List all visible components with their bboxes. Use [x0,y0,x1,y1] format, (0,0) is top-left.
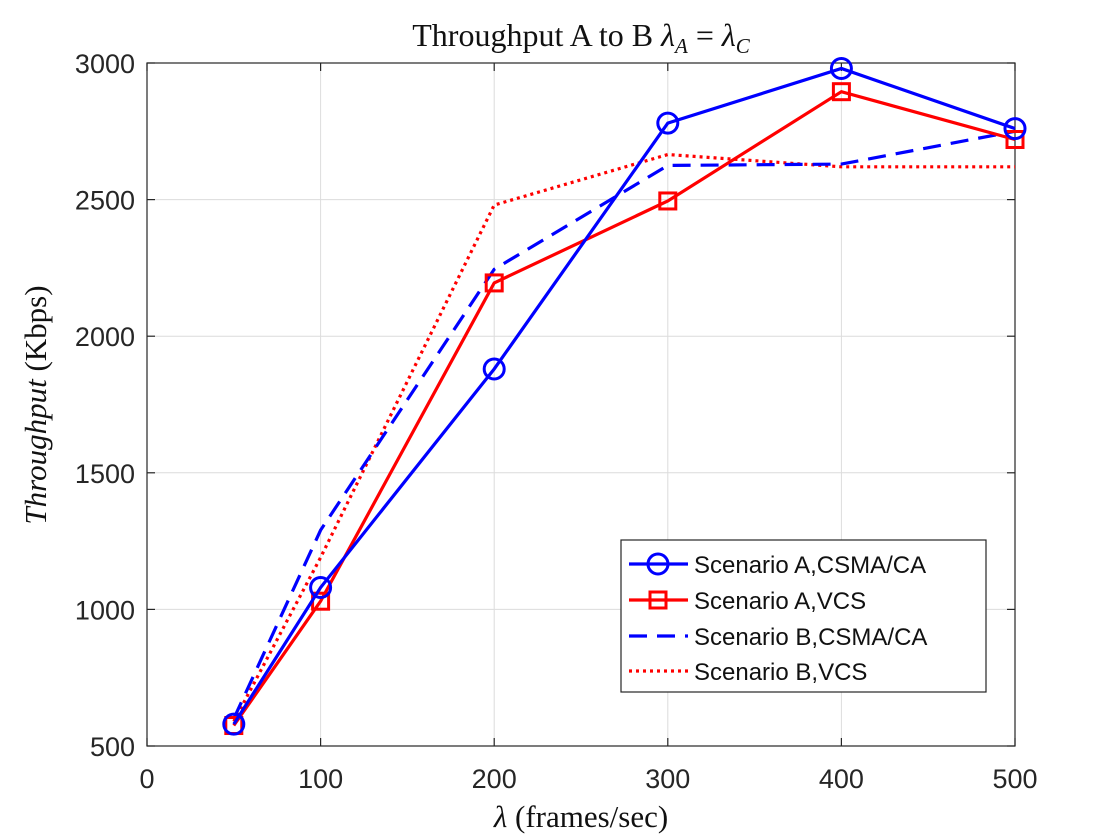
series-line [232,89,1016,727]
y-tick-label: 3000 [75,49,135,79]
data-point [482,357,506,381]
plot-area-frame [146,62,1016,747]
series-line [232,66,1016,725]
series-4 [232,152,1015,723]
series-1 [222,56,1027,736]
x-tick-label: 100 [298,764,343,794]
x-tick-label: 300 [645,764,690,794]
legend-entry-label: Scenario A,VCS [694,588,866,615]
data-point [1003,117,1027,141]
y-tick-label: 500 [90,732,135,762]
series-3 [232,129,1016,720]
x-tick-label: 400 [819,764,864,794]
legend-entry-label: Scenario B,VCS [694,659,867,686]
y-axis-label: Throughput (Kbps) [18,285,53,524]
data-point [656,111,680,135]
data-point [831,82,851,102]
series-layer [222,56,1027,736]
legend: Scenario A,CSMA/CA Scenario A,VCS Scenario… [620,539,987,693]
legend-entry-label: Scenario B,CSMA/CA [694,624,927,651]
x-tick-label: 200 [472,764,517,794]
x-axis-label: λ (frames/sec) [493,799,668,834]
data-point [1005,129,1025,149]
legend-marker [646,552,670,576]
y-tick-label: 2500 [75,186,135,216]
data-point [658,191,678,211]
legend-marker [648,590,668,610]
data-point [309,576,333,600]
data-point [829,56,853,80]
series-line [232,129,1016,720]
series-2 [224,82,1025,736]
data-point [222,712,246,736]
chart-title: Throughput A to B λA = λC [412,17,751,58]
series-line [232,152,1015,723]
y-tick-label: 1500 [75,459,135,489]
x-tick-label: 0 [139,764,154,794]
tick-layer: 0 100 200 300 400 500 500 1000 1500 2000 2500 3000 [75,49,1038,794]
data-point [484,273,504,293]
legend-entry-label: Scenario A,CSMA/CA [694,552,926,579]
y-tick-label: 2000 [75,322,135,352]
x-tick-label: 500 [992,764,1037,794]
y-tick-label: 1000 [75,595,135,625]
